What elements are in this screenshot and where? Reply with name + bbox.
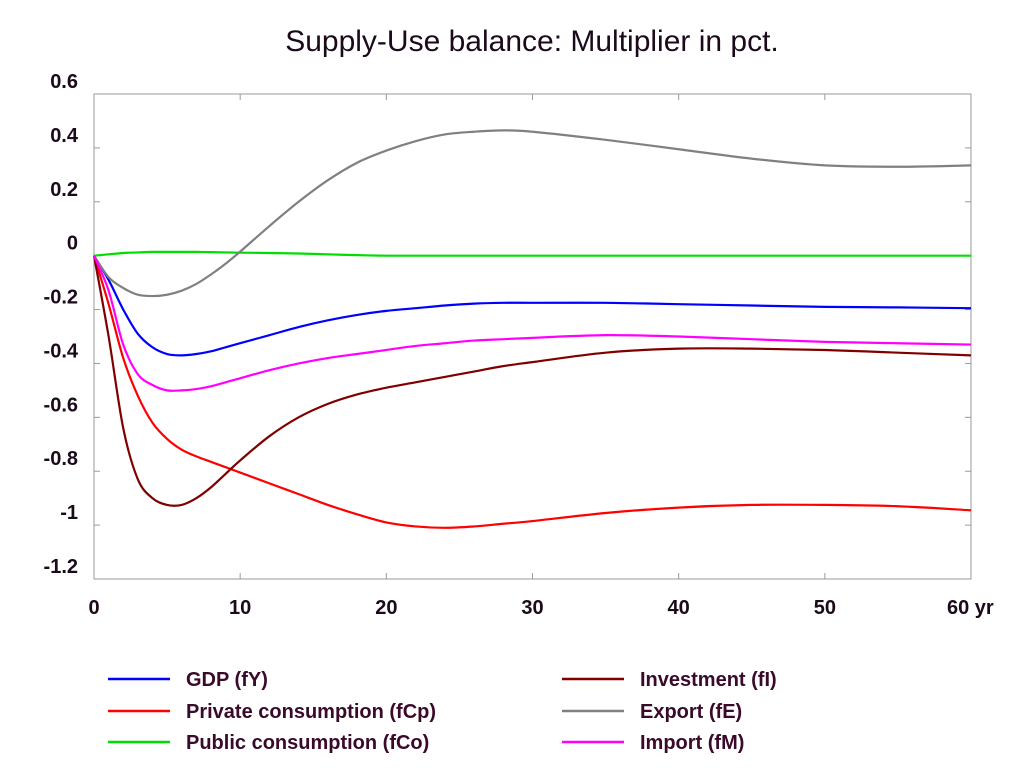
x-tick-label: 60 yr [947,597,994,619]
legend: GDP (fY) Private consumption (fCp) Public … [108,669,777,754]
y-tick-label: 0 [67,233,78,255]
legend-item: Investment (fI) [562,669,777,691]
series-line-5 [92,255,972,392]
legend-item: Import (fM) [562,732,744,754]
legend-item: GDP (fY) [108,669,268,691]
legend-item: Public consumption (fCo) [108,732,429,754]
legend-item: Export (fE) [562,701,742,723]
x-tick-label: 0 [88,597,99,619]
x-tick-label: 30 [521,597,543,619]
series-line-3 [92,255,972,507]
x-tick-label: 50 [814,597,836,619]
y-tick-label: -0.8 [44,448,78,470]
y-axis: -1.2 -1 -0.8 -0.6 -0.4 -0.2 0 0.2 0.4 0.6 [44,71,971,580]
legend-label: Import (fM) [640,732,744,754]
x-axis: 0 10 20 30 40 50 60 yr [88,94,994,619]
x-tick-label: 40 [668,597,690,619]
x-tick-label: 10 [229,597,251,619]
series-line-2 [93,250,971,257]
y-tick-label: -1 [60,502,78,524]
series-line-4 [93,129,972,298]
y-tick-label: 0.4 [50,125,79,147]
series-line-0 [93,255,972,357]
series-line-1 [92,255,972,529]
y-tick-label: 0.2 [50,179,78,201]
y-tick-label: -0.6 [44,394,78,416]
legend-label: Public consumption (fCo) [186,732,429,754]
legend-label: Export (fE) [640,701,742,723]
y-tick-label: -1.2 [44,556,78,578]
y-tick-label: -0.4 [44,340,79,362]
chart-title: Supply-Use balance: Multiplier in pct. [285,25,779,58]
legend-label: GDP (fY) [186,669,268,691]
series-lines [92,129,972,529]
y-tick-label: 0.6 [50,71,78,93]
legend-item: Private consumption (fCp) [108,701,436,723]
legend-label: Investment (fI) [640,669,777,691]
legend-label: Private consumption (fCp) [186,701,436,723]
x-tick-label: 20 [375,597,397,619]
y-tick-label: -0.2 [44,287,78,309]
